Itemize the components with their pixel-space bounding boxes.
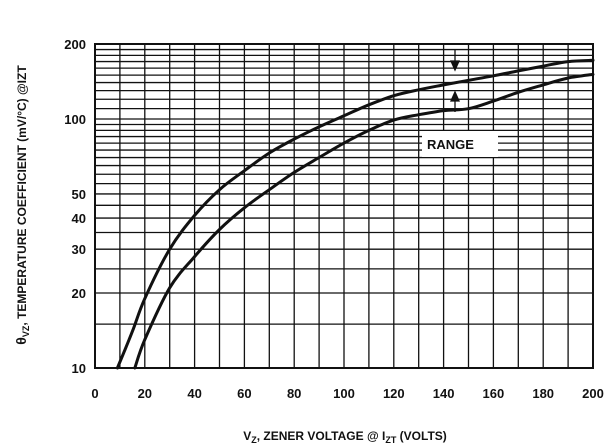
- y-tick-label: 200: [64, 37, 86, 52]
- x-tick-label: 200: [582, 386, 604, 401]
- x-tick-label: 20: [138, 386, 152, 401]
- y-tick-label: 20: [72, 286, 86, 301]
- range-arrow-bottom-head: [449, 90, 461, 102]
- range-arrow-top-head: [449, 60, 461, 72]
- plot-frame: [94, 43, 594, 369]
- range-label-background: [422, 131, 498, 157]
- y-tick-label: 100: [64, 112, 86, 127]
- range-annotation: RANGE: [422, 50, 498, 157]
- upper-limit-curve: [115, 58, 595, 370]
- y-tick-label: 10: [72, 361, 86, 376]
- grid: [95, 44, 593, 368]
- y-tick-labels: 10 20 30 40 50 100 200: [64, 37, 86, 376]
- y-axis-label: θVZ, TEMPERATURE COEFFICIENT (mV/°C) @IZ…: [13, 65, 31, 345]
- lower-limit-curve: [133, 72, 595, 370]
- x-tick-label: 140: [433, 386, 455, 401]
- series-curves: [115, 58, 595, 370]
- x-tick-label: 100: [333, 386, 355, 401]
- x-tick-label: 80: [287, 386, 301, 401]
- x-tick-labels: 0 20 40 60 80 100 120 140 160 180 200: [91, 386, 603, 401]
- x-tick-label: 60: [237, 386, 251, 401]
- x-tick-label: 160: [483, 386, 505, 401]
- x-tick-label: 180: [532, 386, 554, 401]
- y-tick-label: 40: [72, 211, 86, 226]
- x-tick-label: 40: [187, 386, 201, 401]
- y-tick-label: 50: [72, 187, 86, 202]
- x-tick-label: 120: [383, 386, 405, 401]
- y-tick-label: 30: [72, 242, 86, 257]
- x-tick-label: 0: [91, 386, 98, 401]
- range-label: RANGE: [427, 137, 474, 152]
- x-axis-label: VZ, ZENER VOLTAGE @ IZT (VOLTS): [243, 429, 447, 445]
